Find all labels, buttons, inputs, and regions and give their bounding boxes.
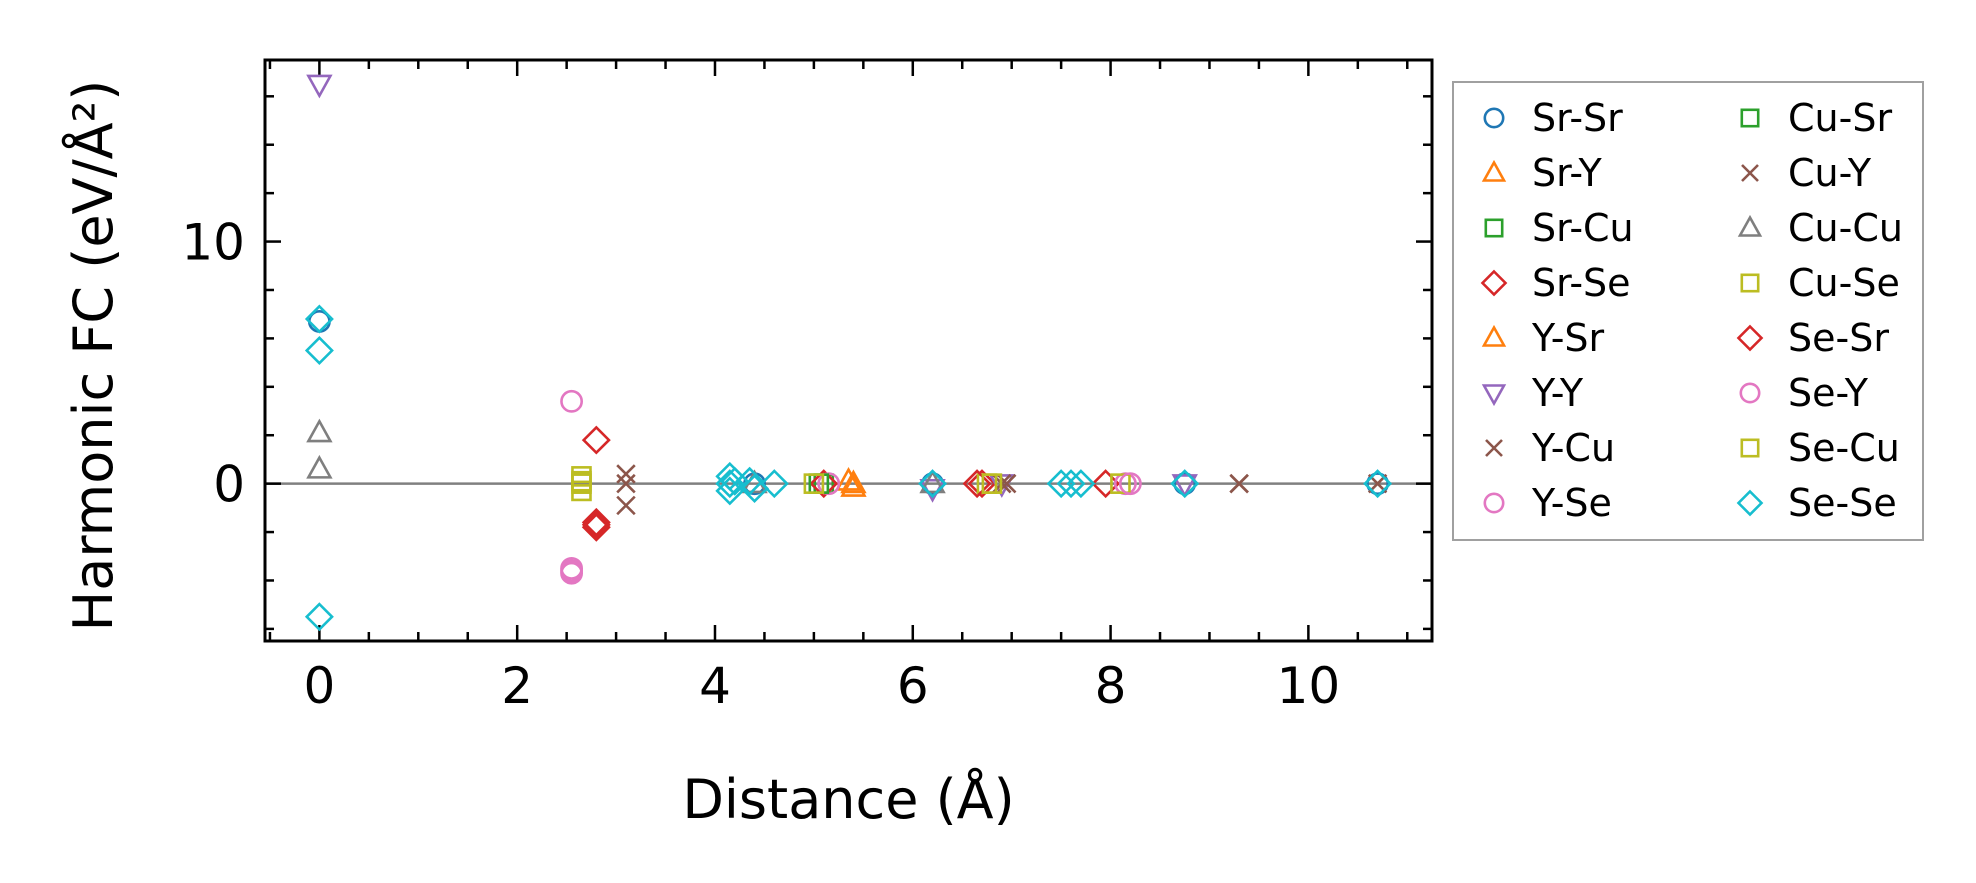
data-point-se-se — [304, 336, 334, 365]
data-point-sr-se — [1091, 469, 1121, 499]
data-point-se-se — [720, 466, 750, 496]
x-tick-label: 0 — [303, 657, 335, 715]
data-point-se-y — [560, 559, 584, 583]
legend-marker — [1736, 324, 1764, 352]
legend-label: Cu-Y — [1788, 151, 1872, 195]
legend-label: Sr-Cu — [1532, 206, 1634, 250]
legend-label: Y-Cu — [1531, 426, 1615, 470]
legend-label: Se-Sr — [1788, 316, 1889, 360]
legend-marker — [1483, 107, 1505, 129]
data-point-se-se — [715, 461, 745, 491]
data-point-cu-cu — [306, 454, 333, 479]
data-point-sr-sr — [1366, 472, 1390, 496]
data-point-se-se — [1170, 469, 1200, 499]
data-point-sr-se — [581, 425, 611, 455]
data-point-se-se — [759, 469, 789, 499]
data-point-se-se — [715, 476, 745, 506]
data-point-sr-se — [809, 469, 839, 499]
data-point-y-se — [560, 389, 584, 413]
y-tick-label: 10 — [181, 214, 245, 272]
legend-label: Y-Y — [1531, 371, 1584, 415]
data-point-se-se — [304, 304, 334, 334]
data-point-y-y — [306, 74, 333, 99]
data-point-se-sr — [581, 510, 611, 540]
x-tick-label: 6 — [897, 657, 929, 715]
data-point-se-se — [304, 602, 334, 632]
x-tick-label: 4 — [699, 657, 731, 715]
x-tick-label: 8 — [1095, 657, 1127, 715]
data-point-sr-se — [967, 469, 997, 499]
legend-label: Se-Se — [1788, 481, 1897, 525]
legend-frame — [1452, 81, 1924, 541]
legend-marker — [1740, 273, 1760, 293]
legend-label: Sr-Se — [1532, 261, 1631, 305]
legend-marker — [1480, 269, 1508, 297]
x-tick-label: 10 — [1277, 657, 1341, 715]
data-point-cu-cu — [919, 469, 946, 494]
data-point-se-se — [735, 466, 765, 496]
legend-marker — [1741, 164, 1759, 182]
legend-marker — [1481, 159, 1507, 182]
x-axis-label: Distance (Å) — [682, 767, 1014, 831]
legend-marker — [1481, 384, 1507, 407]
legend-marker — [1736, 489, 1764, 517]
y-tick-label: 0 — [213, 456, 245, 514]
legend-marker — [1481, 324, 1507, 347]
data-point-se-se — [1046, 469, 1076, 499]
legend-label: Y-Se — [1531, 481, 1612, 525]
legend-label: Sr-Sr — [1532, 96, 1623, 140]
data-point-se-y — [1118, 472, 1142, 496]
legend-label: Se-Cu — [1788, 426, 1900, 470]
data-point-y-cu — [616, 495, 636, 516]
data-point-se-se — [1056, 469, 1086, 499]
data-point-se-se — [1363, 469, 1393, 499]
data-point-cu-cu — [306, 418, 333, 443]
legend-marker — [1737, 214, 1763, 237]
data-point-y-cu — [616, 464, 636, 484]
legend-marker — [1485, 439, 1503, 457]
legend-label: Cu-Cu — [1788, 206, 1903, 250]
data-point-cu-se — [803, 473, 825, 494]
data-point-se-se — [918, 469, 948, 499]
data-markers — [304, 74, 1393, 632]
data-point-se-sr — [962, 469, 992, 499]
plot-frame — [263, 58, 1434, 643]
legend-label: Se-Y — [1788, 371, 1869, 415]
data-point-cu-y — [1229, 473, 1249, 494]
legend-label: Sr-Y — [1532, 151, 1603, 195]
data-point-sr-y — [840, 473, 867, 497]
legend-marker — [1739, 382, 1761, 404]
data-point-sr-y — [835, 466, 862, 491]
data-point-y-y — [1171, 474, 1198, 498]
axes: 0 2 4 6 8 10 0 10 Distance (Å) Harmonic FC (eV/Å²… — [61, 58, 1434, 831]
data-point-se-se — [1066, 469, 1096, 499]
x-tick-label: 2 — [501, 657, 533, 715]
y-axis-label: Harmonic FC (eV/Å²) — [61, 80, 125, 632]
data-point-se-cu — [571, 470, 592, 492]
data-point-sr-se — [581, 512, 611, 542]
data-point-cu-y — [616, 473, 636, 494]
legend-marker — [1483, 492, 1505, 514]
legend-label: Y-Sr — [1531, 316, 1605, 360]
legend: Sr-Sr Sr-Y Sr-Cu Sr-Se Y-Sr Y-Y Y-Cu Y-Se Cu-Sr C… — [1452, 81, 1924, 541]
data-point-se-cu — [981, 473, 1003, 494]
data-point-cu-se — [1110, 473, 1131, 494]
data-point-y-sr — [840, 469, 867, 494]
legend-marker — [1740, 438, 1760, 458]
legend-label: Cu-Sr — [1788, 96, 1892, 140]
data-point-sr-se — [581, 507, 611, 537]
legend-marker — [1740, 108, 1760, 128]
legend-label: Cu-Se — [1788, 261, 1900, 305]
legend-marker — [1484, 218, 1504, 238]
